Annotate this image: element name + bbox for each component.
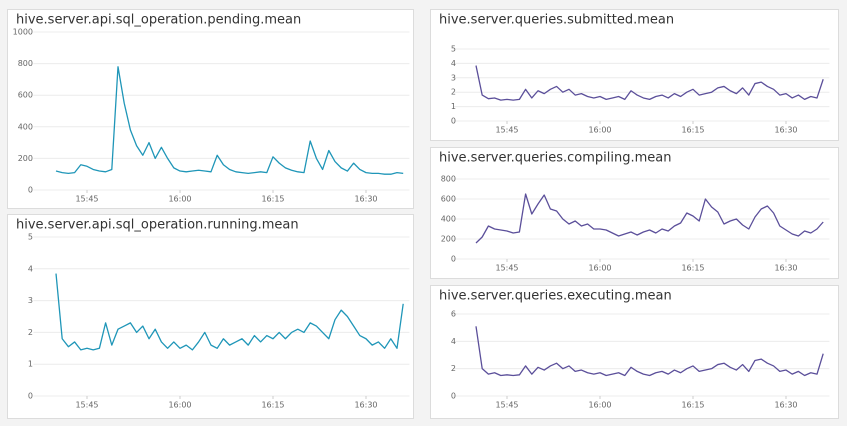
y-tick-label: 0	[451, 392, 456, 401]
x-tick-label: 15:45	[75, 401, 98, 410]
y-tick-label: 800	[441, 175, 456, 184]
y-tick-label: 0	[28, 186, 33, 195]
y-tick-label: 6	[451, 310, 456, 319]
y-tick-label: 2	[28, 328, 33, 337]
x-tick-label: 16:00	[168, 195, 191, 204]
x-tick-label: 16:00	[588, 126, 611, 135]
line	[55, 273, 404, 351]
x-tick-label: 15:45	[495, 401, 518, 410]
line	[475, 193, 824, 244]
y-tick-label: 3	[451, 73, 456, 82]
x-tick-label: 16:30	[354, 195, 377, 204]
x-tick-label: 16:00	[588, 401, 611, 410]
y-tick-label: 4	[28, 264, 33, 273]
y-tick-label: 200	[441, 235, 456, 244]
panel	[430, 147, 839, 279]
x-tick-label: 16:00	[168, 401, 191, 410]
y-tick-label: 0	[28, 392, 33, 401]
chart-title: hive.server.api.sql_operation.pending.me…	[16, 13, 301, 28]
y-tick-label: 4	[451, 59, 456, 68]
x-tick-label: 16:15	[261, 195, 284, 204]
x-tick-label: 16:30	[354, 401, 377, 410]
y-tick-label: 600	[441, 195, 456, 204]
y-tick-label: 4	[451, 337, 456, 346]
x-tick-label: 16:30	[774, 264, 797, 273]
y-tick-label: 1	[451, 102, 456, 111]
y-tick-label: 800	[18, 59, 33, 68]
y-tick-label: 600	[18, 91, 33, 100]
panel	[7, 9, 414, 209]
chart-title: hive.server.queries.executing.mean	[439, 289, 672, 304]
y-tick-label: 3	[28, 296, 33, 305]
chart-title: hive.server.queries.submitted.mean	[439, 13, 674, 28]
y-tick-label: 2	[451, 364, 456, 373]
y-tick-label: 0	[451, 117, 456, 126]
x-tick-label: 15:45	[495, 126, 518, 135]
x-tick-label: 16:30	[774, 126, 797, 135]
y-tick-label: 1000	[13, 28, 33, 37]
y-tick-label: 400	[18, 122, 33, 131]
panel	[430, 9, 839, 141]
chart-title: hive.server.queries.compiling.mean	[439, 151, 671, 166]
y-tick-label: 5	[451, 45, 456, 54]
x-tick-label: 16:30	[774, 401, 797, 410]
x-tick-label: 16:00	[588, 264, 611, 273]
line	[55, 66, 404, 175]
y-tick-label: 5	[28, 233, 33, 242]
line	[475, 326, 824, 377]
x-tick-label: 15:45	[495, 264, 518, 273]
line	[475, 65, 824, 101]
panel	[7, 214, 414, 419]
y-tick-label: 400	[441, 215, 456, 224]
y-tick-label: 200	[18, 154, 33, 163]
y-tick-label: 0	[451, 255, 456, 264]
x-tick-label: 16:15	[261, 401, 284, 410]
y-tick-label: 1	[28, 360, 33, 369]
x-tick-label: 16:15	[681, 401, 704, 410]
y-tick-label: 2	[451, 88, 456, 97]
panel	[430, 285, 839, 419]
x-tick-label: 16:15	[681, 264, 704, 273]
x-tick-label: 15:45	[75, 195, 98, 204]
x-tick-label: 16:15	[681, 126, 704, 135]
chart-title: hive.server.api.sql_operation.running.me…	[16, 218, 299, 233]
